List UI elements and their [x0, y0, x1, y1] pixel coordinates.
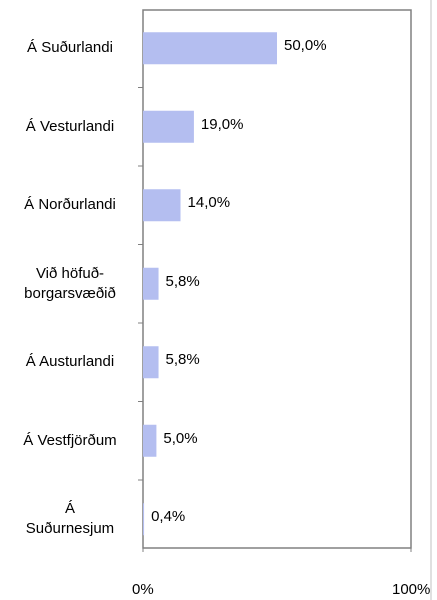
bar — [143, 424, 157, 457]
value-label: 5,8% — [165, 351, 200, 369]
bar — [143, 346, 159, 379]
x-tick-label: 100% — [392, 581, 431, 598]
y-tick-label: Á Vesturlandi — [25, 117, 115, 135]
bar — [143, 503, 145, 536]
y-tick-label: Á Norðurlandi — [24, 196, 116, 214]
bar — [143, 189, 181, 222]
y-tick-label: Á Austurlandi — [25, 353, 115, 371]
y-tick-label: Á Vestfjörðum — [23, 431, 117, 449]
value-label: 14,0% — [187, 194, 231, 212]
bar — [143, 267, 159, 300]
y-tick-label: Á Suðurnesjum — [25, 500, 115, 538]
bar — [143, 110, 194, 143]
value-label: 5,0% — [163, 429, 198, 447]
value-label: 0,4% — [151, 508, 186, 526]
y-tick-label: Við höfuð- borgarsvæðið — [24, 264, 116, 302]
value-label: 5,8% — [165, 272, 200, 290]
y-tick-label: Á Suðurlandi — [27, 39, 113, 57]
x-tick-label: 0% — [132, 581, 154, 598]
bar — [143, 32, 277, 65]
value-label: 19,0% — [200, 115, 244, 133]
value-label: 50,0% — [284, 37, 327, 55]
